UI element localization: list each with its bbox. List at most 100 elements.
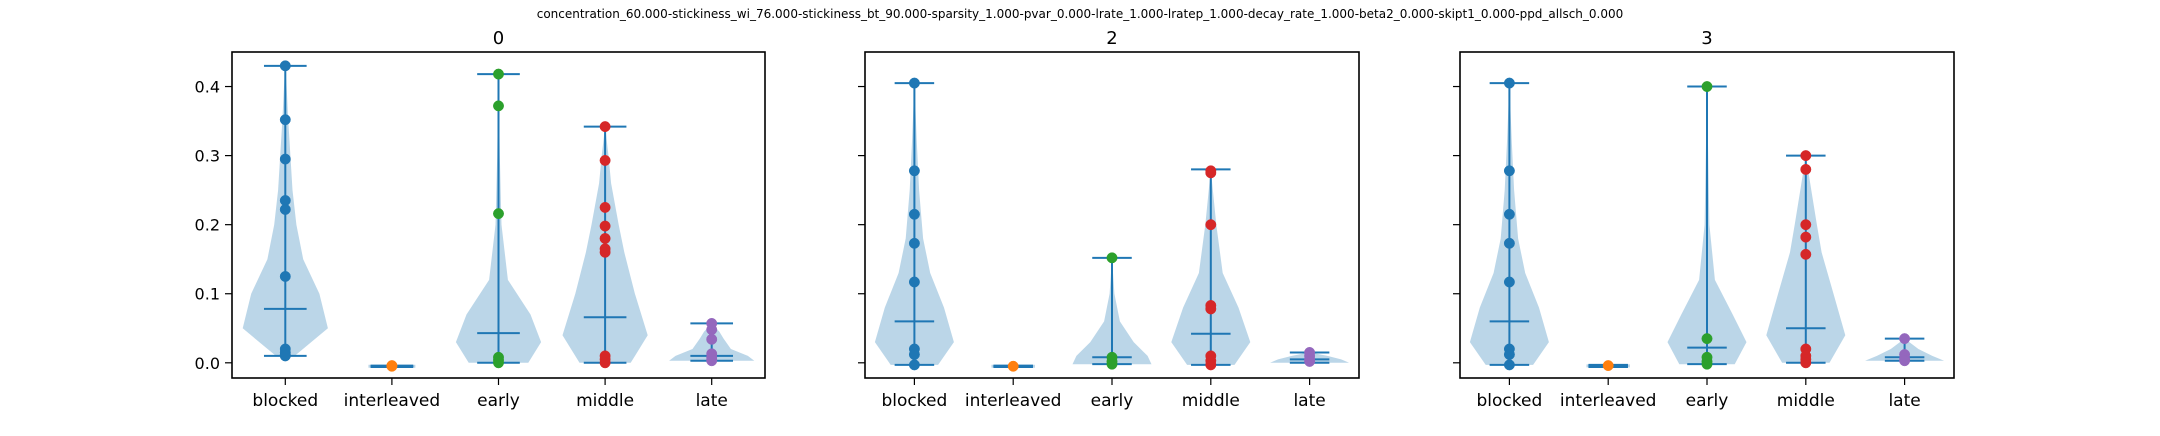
violin-middle: [562, 121, 648, 369]
data-point: [493, 68, 504, 80]
violin-middle: [1171, 165, 1251, 371]
axes-frame: [231, 51, 766, 379]
violin-interleaved: [1586, 360, 1630, 372]
data-point: [1899, 355, 1911, 367]
data-point: [1800, 248, 1812, 260]
x-tick-label: late: [1293, 391, 1325, 411]
x-tick-label: late: [1888, 391, 1920, 411]
violin-late: [1270, 346, 1350, 367]
data-point: [599, 233, 611, 244]
x-tick-label: middle: [1777, 391, 1835, 411]
x-tick-label: interleaved: [1560, 391, 1657, 411]
axes-frame: [864, 51, 1360, 379]
data-point: [493, 100, 504, 112]
violin-blocked: [874, 77, 954, 371]
data-point: [279, 60, 291, 72]
data-point: [1503, 208, 1515, 220]
data-point: [1503, 165, 1515, 177]
data-point: [908, 276, 920, 288]
data-point: [1205, 359, 1217, 371]
chart-panel-2: blocked interleaved early middle late 2: [858, 28, 1360, 411]
y-tick-label: 0.4: [195, 78, 220, 97]
data-point: [1701, 81, 1713, 92]
data-point: [1205, 219, 1217, 231]
data-point: [706, 355, 718, 367]
y-tick-label: 0.1: [195, 285, 220, 304]
violin-interleaved: [991, 360, 1035, 372]
x-tick-label: late: [696, 391, 728, 411]
data-point: [599, 121, 611, 133]
data-point: [599, 201, 611, 213]
x-tick-label: early: [1091, 391, 1134, 411]
data-point: [706, 324, 718, 336]
data-point: [1106, 252, 1118, 264]
axes-frame: [1459, 51, 1955, 379]
chart-title: 0: [493, 28, 504, 49]
data-point: [1602, 360, 1614, 372]
violin-blocked: [1469, 77, 1549, 371]
violin-middle: [1766, 150, 1846, 369]
data-point: [279, 114, 291, 126]
data-point: [1701, 358, 1713, 370]
y-tick-label: 0.3: [195, 147, 220, 166]
x-tick-label: middle: [1182, 391, 1240, 411]
data-point: [599, 357, 611, 369]
data-point: [908, 237, 920, 249]
x-tick-label: interleaved: [344, 391, 441, 411]
data-point: [706, 333, 718, 345]
data-point: [1800, 231, 1812, 243]
data-point: [1007, 360, 1019, 372]
data-point: [279, 350, 291, 362]
x-tick-label: blocked: [882, 391, 948, 411]
y-tick-label: 0.2: [195, 216, 220, 235]
violin-late: [669, 317, 755, 367]
data-point: [1800, 150, 1812, 162]
data-point: [1701, 333, 1713, 345]
y-tick-label: 0.0: [195, 354, 220, 373]
data-point: [599, 154, 611, 166]
data-point: [1503, 349, 1515, 360]
violin-interleaved: [368, 360, 416, 372]
data-point: [599, 220, 611, 232]
data-point: [279, 204, 291, 215]
violin-late: [1865, 333, 1945, 367]
chart-title: 3: [1701, 28, 1712, 49]
x-tick-label: blocked: [1477, 391, 1543, 411]
data-point: [1800, 163, 1812, 175]
data-point: [599, 246, 611, 258]
chart-title: 2: [1106, 28, 1117, 49]
data-point: [279, 271, 291, 282]
chart-panel-0: 0.0 0.1 0.2 0.3 0.4 blocked interleaved early mi…: [195, 28, 766, 411]
data-point: [908, 208, 920, 220]
data-point: [1304, 355, 1316, 367]
x-tick-label: middle: [576, 391, 634, 411]
data-point: [1205, 303, 1217, 315]
data-point: [1899, 333, 1911, 345]
violin-early: [1072, 252, 1152, 370]
data-point: [908, 359, 920, 371]
data-point: [386, 360, 398, 372]
x-tick-label: early: [477, 391, 520, 411]
chart-panel-3: blocked interleaved early middle late 3: [1453, 28, 1955, 411]
data-point: [1503, 237, 1515, 249]
data-point: [908, 165, 920, 177]
data-point: [1503, 276, 1515, 288]
x-tick-label: interleaved: [965, 391, 1062, 411]
data-point: [1503, 359, 1515, 371]
data-point: [1205, 167, 1217, 179]
violin-early: [455, 68, 542, 369]
data-point: [1503, 77, 1515, 89]
violin-blocked: [242, 60, 328, 362]
data-point: [1800, 357, 1812, 369]
x-tick-label: blocked: [252, 391, 318, 411]
data-point: [493, 357, 504, 369]
data-point: [908, 77, 920, 89]
data-point: [1106, 358, 1118, 370]
figure-suptitle: concentration_60.000-stickiness_wi_76.00…: [536, 7, 1624, 21]
data-point: [279, 153, 291, 165]
data-point: [1800, 219, 1812, 231]
x-tick-label: early: [1686, 391, 1729, 411]
violin-early: [1667, 81, 1747, 370]
